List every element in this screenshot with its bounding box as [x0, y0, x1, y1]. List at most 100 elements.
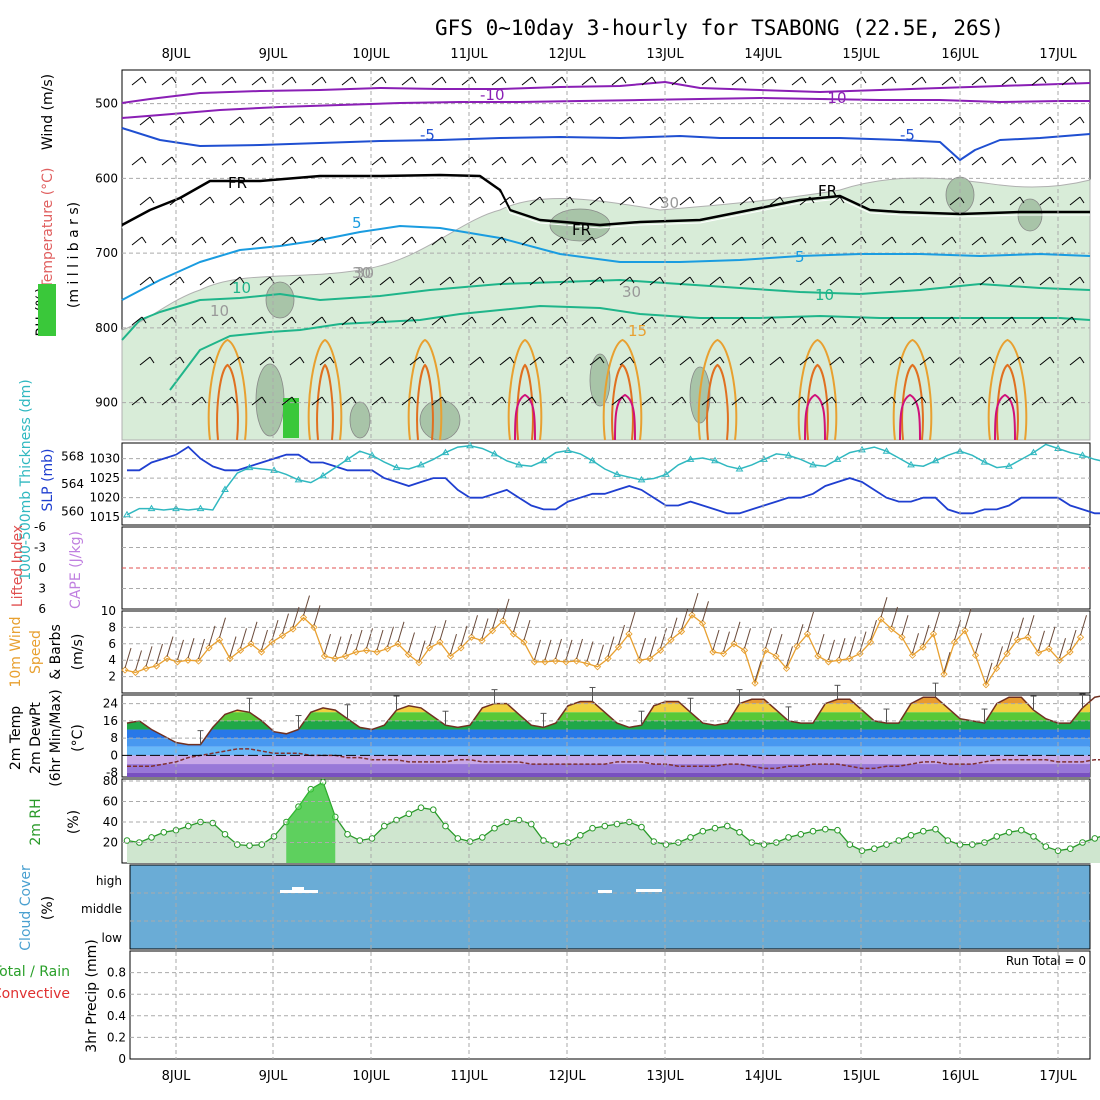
isotherm-25 [804, 393, 826, 441]
wind10m-barb [1027, 615, 1035, 636]
wind10m-point [1066, 648, 1074, 656]
wind-barb-flag [269, 196, 275, 204]
wind-barb [221, 76, 233, 86]
wind-barb-flag [771, 236, 777, 244]
wind10m-point [163, 654, 171, 663]
wind-barb-flag [141, 396, 147, 404]
wind-barb [589, 356, 601, 366]
wind-barb [581, 76, 593, 86]
wind-barb-flag [599, 356, 605, 364]
wind-barb [979, 196, 991, 206]
slp-thickness-panel: 1030 1025 1020 1015 568 564 560 [61, 441, 1100, 526]
wind-barb-flag [681, 396, 687, 404]
thickness-point [1005, 462, 1013, 469]
thickness-point [221, 485, 229, 492]
rh2m-point [650, 838, 658, 845]
isotherm-15 [797, 338, 838, 441]
wind-barb [979, 356, 991, 366]
wind10m-point [394, 640, 402, 648]
wind10m-point [961, 627, 969, 635]
wind-barb-flag [419, 196, 425, 204]
wind-barb [229, 196, 241, 206]
wind-barb [641, 236, 653, 246]
rh2m-point [724, 822, 731, 830]
y-tick-label: 20 [103, 836, 118, 850]
wind10m-barb [303, 595, 310, 616]
wind-barb-flag [809, 196, 815, 204]
wind-barb [1061, 156, 1073, 166]
wind-barb [859, 276, 871, 286]
rh2m-point [185, 822, 192, 830]
pressure-axis-label: (m i l l i b a r s) [66, 202, 82, 308]
wind-barb-flag [509, 356, 515, 364]
wind-barb [409, 116, 421, 126]
wind-barb-flag [231, 396, 237, 404]
wind-barb [289, 196, 301, 206]
day-label-bottom: 14JUL [744, 1069, 782, 1084]
wind-barb-flag [621, 396, 627, 404]
wind10m-point [593, 663, 602, 671]
wind-barb-flag [921, 396, 927, 404]
day-labels-top: 8JUL 9JUL 10JUL 11JUL 12JUL 13JUL 14JUL 15JUL 16… [162, 47, 1078, 62]
thickness-point [980, 458, 989, 465]
wind-barb [1069, 196, 1081, 206]
wind10m-barb [649, 636, 657, 657]
thickness-point [515, 460, 523, 468]
y-tick-label: 8 [110, 731, 118, 745]
wind-barb-flag [569, 276, 575, 284]
wind-barb [499, 196, 511, 206]
temp-color-band [127, 720, 1090, 730]
wind10m-barb [912, 633, 919, 654]
wind-barb [1039, 276, 1051, 286]
wind-barb-flag [659, 276, 665, 284]
wind-barb-flag [389, 276, 395, 284]
wind10m-point [184, 656, 192, 664]
wind10m-barb [933, 611, 940, 633]
wind-barb-flag [171, 316, 177, 324]
wind-barb [671, 396, 683, 406]
contour-label: FR [228, 174, 247, 192]
wind10m-point [362, 646, 371, 654]
wind-barb-flag [1049, 116, 1055, 124]
wind-barb [799, 356, 811, 366]
wind-barb-flag [149, 276, 155, 284]
rh2m-point [356, 837, 364, 844]
wind10m-point [278, 631, 287, 640]
wind-barb-flag [329, 276, 335, 284]
wind-barb [409, 356, 421, 366]
y-tick-label: 8 [108, 620, 116, 634]
y-tick-label: 568 [61, 450, 84, 464]
wind-barb-flag [981, 316, 987, 324]
wind-barb [701, 236, 713, 246]
wind-barb [739, 116, 751, 126]
rh2m-axis-label-1: 2m RH [28, 798, 44, 845]
wind-barb [769, 116, 781, 126]
wind-barb [791, 236, 803, 246]
y-tick-label: 24 [103, 697, 118, 711]
isotherm-20 [516, 363, 534, 441]
wind-barb-flag [861, 236, 867, 244]
y-tick-label: 2 [108, 670, 116, 684]
wind10m-barb [1080, 615, 1087, 636]
wind-barb-flag [869, 276, 875, 284]
wind-barb-flag [441, 156, 447, 164]
rh2m-point [797, 831, 805, 838]
wind-barb [851, 236, 863, 246]
rh2m-point [393, 816, 400, 824]
cloud-panel-frame [129, 864, 1091, 950]
wind-barb-flag [681, 76, 687, 84]
wind-barb [851, 396, 863, 406]
wind-barb [431, 396, 443, 406]
wind-barb-flag [651, 316, 657, 324]
wind-barb-flag [389, 116, 395, 124]
wind10m-point [289, 625, 297, 633]
wind-barb-flag [689, 276, 695, 284]
wind10m-barb [145, 646, 153, 667]
wind-barb [739, 356, 751, 366]
wind-barb-flag [779, 196, 785, 204]
precip-panel: 0.8 0.6 0.4 0.2 0 Run Total = 0 [107, 950, 1091, 1066]
contour-label: 10 [232, 279, 251, 297]
y-tick-label: -3 [34, 541, 46, 555]
